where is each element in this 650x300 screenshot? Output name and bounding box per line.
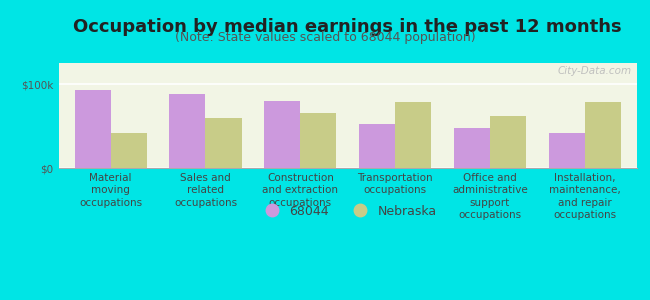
Bar <box>170 94 205 168</box>
Text: (Note: State values scaled to 68044 population): (Note: State values scaled to 68044 popu… <box>175 32 475 44</box>
Bar <box>359 124 395 168</box>
Bar <box>490 116 526 168</box>
Title: Occupation by median earnings in the past 12 months: Occupation by median earnings in the pas… <box>73 18 622 36</box>
Bar <box>585 103 621 168</box>
Bar <box>300 113 336 168</box>
Bar <box>395 103 431 168</box>
Bar <box>549 133 585 168</box>
Bar <box>265 101 300 168</box>
Bar <box>111 133 147 168</box>
Legend: 68044, Nebraska: 68044, Nebraska <box>254 200 441 223</box>
Text: City-Data.com: City-Data.com <box>557 66 631 76</box>
Bar <box>205 118 242 168</box>
Bar <box>75 90 110 168</box>
Bar <box>454 128 490 168</box>
